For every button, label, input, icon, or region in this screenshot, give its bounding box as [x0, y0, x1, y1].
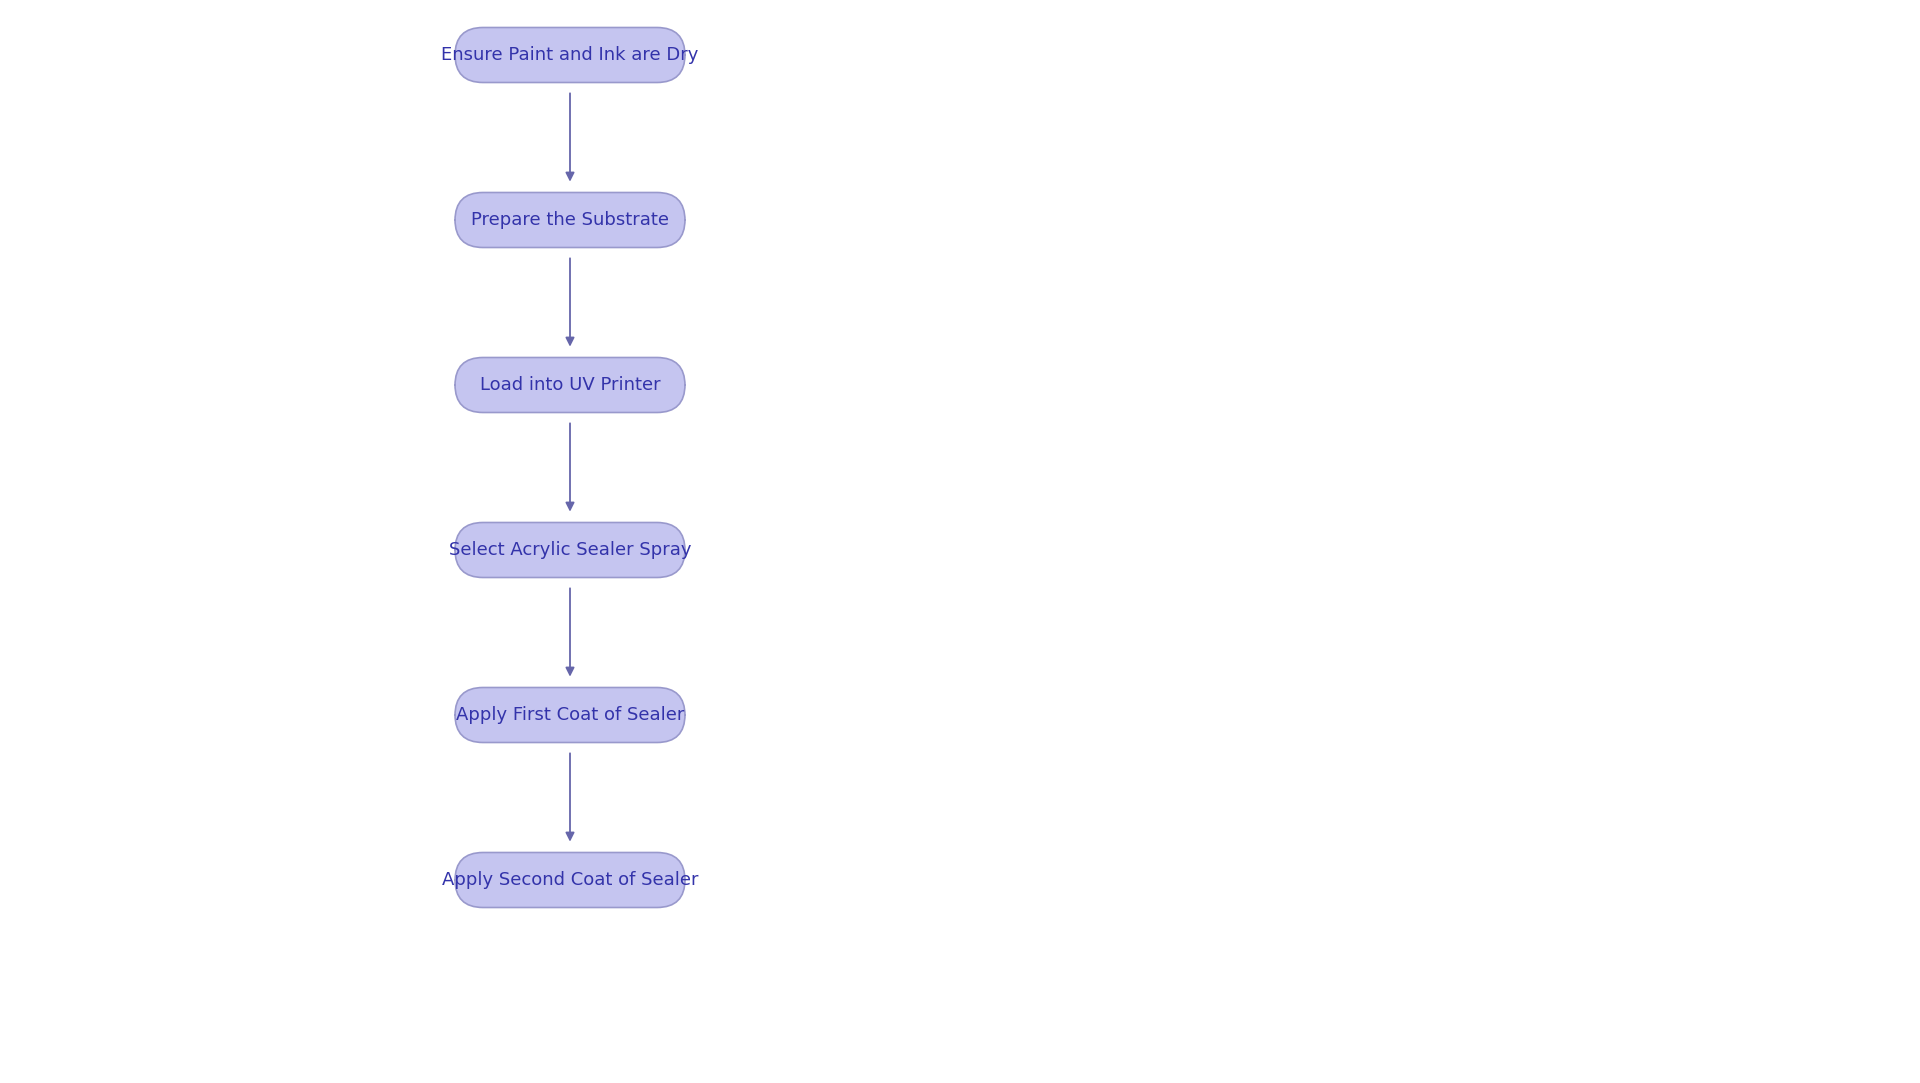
Text: Prepare the Substrate: Prepare the Substrate — [470, 211, 668, 229]
FancyBboxPatch shape — [455, 852, 685, 908]
Text: Select Acrylic Sealer Spray: Select Acrylic Sealer Spray — [449, 542, 691, 559]
FancyBboxPatch shape — [455, 193, 685, 248]
FancyBboxPatch shape — [455, 357, 685, 413]
Text: Apply Second Coat of Sealer: Apply Second Coat of Sealer — [442, 871, 699, 889]
Text: Load into UV Printer: Load into UV Printer — [480, 376, 660, 394]
Text: Apply First Coat of Sealer: Apply First Coat of Sealer — [455, 706, 684, 725]
FancyBboxPatch shape — [455, 522, 685, 577]
FancyBboxPatch shape — [455, 27, 685, 82]
FancyBboxPatch shape — [455, 688, 685, 743]
Text: Ensure Paint and Ink are Dry: Ensure Paint and Ink are Dry — [442, 45, 699, 64]
